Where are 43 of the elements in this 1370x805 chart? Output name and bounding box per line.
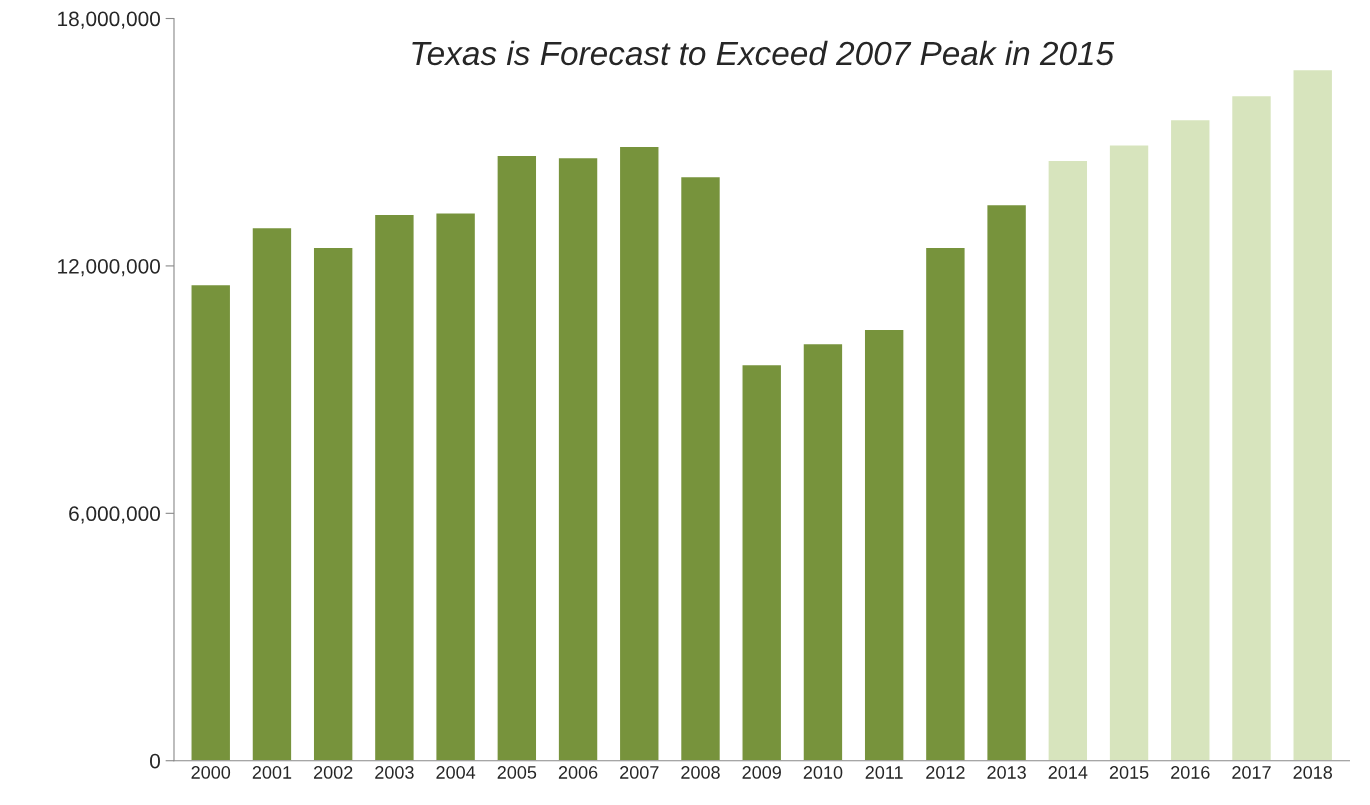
bar	[741, 363, 783, 761]
x-tick-label: 2002	[313, 766, 353, 779]
x-tick-label: 2016	[1171, 766, 1210, 779]
x-tick-label: 2000	[191, 766, 231, 779]
bar	[1108, 143, 1150, 761]
bar	[373, 213, 415, 761]
x-tick-label: 2014	[1048, 766, 1088, 779]
bar	[190, 283, 232, 761]
x-tick-label: 2006	[558, 766, 598, 779]
y-tick-label: 6,000,000	[69, 506, 160, 524]
bar	[1230, 94, 1273, 761]
bar	[802, 342, 844, 761]
y-tick-label: 12,000,000	[58, 258, 160, 277]
bar	[863, 328, 905, 761]
bar	[618, 145, 660, 761]
x-tick-label: 2008	[681, 766, 720, 779]
bar	[312, 246, 354, 761]
bar	[435, 212, 477, 761]
x-tick-label: 2015	[1109, 766, 1149, 779]
x-tick-label: 2013	[987, 766, 1026, 779]
bar	[557, 156, 599, 761]
bar	[1169, 118, 1211, 761]
bar	[1292, 68, 1334, 761]
bar	[496, 154, 538, 761]
bar	[986, 203, 1028, 761]
x-tick-label: 2005	[497, 766, 537, 779]
x-tick-label: 2012	[926, 766, 965, 779]
x-tick-label: 2011	[865, 766, 903, 779]
bar	[1047, 159, 1089, 761]
x-tick-label: 2007	[620, 766, 659, 779]
x-tick-label: 2010	[803, 766, 843, 779]
bar	[679, 175, 722, 761]
bar	[251, 226, 293, 761]
x-tick-label: 2009	[742, 766, 781, 779]
x-tick-label: 2004	[436, 766, 476, 779]
y-tick-label: 0	[150, 753, 160, 769]
x-tick-label: 2018	[1293, 766, 1333, 779]
x-tick-label: 2017	[1232, 766, 1271, 779]
bar	[924, 246, 966, 761]
x-tick-label: 2001	[252, 766, 292, 779]
x-tick-label: 2003	[375, 766, 414, 779]
text: Texas is Forecast to Exceed 2007 Peak in 2015	[412, 40, 1115, 66]
y-tick-label: 18,000,000	[58, 11, 160, 29]
